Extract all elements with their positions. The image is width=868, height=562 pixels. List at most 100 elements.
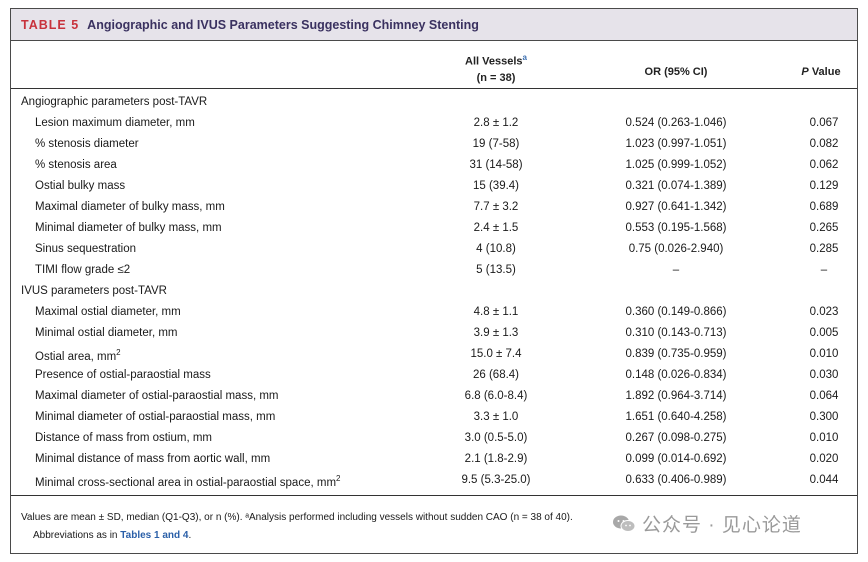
table-row: Ostial bulky mass 15 (39.4) 0.321 (0.074-1… xyxy=(11,177,857,198)
cell-p-value: 0.062 xyxy=(809,159,839,171)
cell-or: 1.023 (0.997-1.051) xyxy=(625,138,727,150)
table-row: Presence of ostial-paraostial mass 26 (68… xyxy=(11,366,857,387)
cell-vessels: 31 (14-58) xyxy=(469,159,523,171)
cell-or: 0.927 (0.641-1.342) xyxy=(625,201,727,213)
row-label: Sinus sequestration xyxy=(35,243,137,255)
cell-p-value: 0.265 xyxy=(809,222,839,234)
cell-vessels: 6.8 (6.0-8.4) xyxy=(464,390,528,402)
tables-link[interactable]: Tables 1 and 4 xyxy=(120,530,189,541)
cell-p-value: 0.023 xyxy=(809,306,839,318)
section-label: IVUS parameters post-TAVR xyxy=(21,285,167,297)
cell-or: 1.651 (0.640-4.258) xyxy=(625,411,727,423)
cell-or: – xyxy=(672,264,680,276)
section-heading-row: Angiographic parameters post-TAVR xyxy=(11,93,857,114)
cell-or: 0.524 (0.263-1.046) xyxy=(625,117,727,129)
footnote-line-1: Values are mean ± SD, median (Q1-Q3), or… xyxy=(21,512,573,523)
cell-p-value: 0.030 xyxy=(809,369,839,381)
cell-vessels: 15.0 ± 7.4 xyxy=(470,348,522,360)
table-title-bar: TABLE 5 Angiographic and IVUS Parameters… xyxy=(11,9,857,41)
cell-or: 0.321 (0.074-1.389) xyxy=(625,180,727,192)
cell-vessels: 3.3 ± 1.0 xyxy=(473,411,519,423)
cell-vessels: 19 (7-58) xyxy=(472,138,520,150)
table-row: % stenosis diameter 19 (7-58) 1.023 (0.997… xyxy=(11,135,857,156)
cell-or: 0.839 (0.735-0.959) xyxy=(625,348,727,360)
cell-vessels: 9.5 (5.3-25.0) xyxy=(461,474,531,486)
cell-or: 1.025 (0.999-1.052) xyxy=(625,159,727,171)
cell-vessels: 15 (39.4) xyxy=(472,180,520,192)
table-row: Distance of mass from ostium, mm 3.0 (0.5… xyxy=(11,429,857,450)
header-or: OR (95% CI) xyxy=(644,66,708,78)
table-row: Maximal diameter of ostial-paraostial ma… xyxy=(11,387,857,408)
row-label: Minimal distance of mass from aortic wal… xyxy=(35,453,271,465)
table-row: Sinus sequestration 4 (10.8) 0.75 (0.026-2… xyxy=(11,240,857,261)
table-row: Minimal distance of mass from aortic wal… xyxy=(11,450,857,471)
cell-vessels: 26 (68.4) xyxy=(472,369,520,381)
row-label: Minimal diameter of bulky mass, mm xyxy=(35,222,222,234)
cell-vessels: 4.8 ± 1.1 xyxy=(473,306,519,318)
cell-p-value: 0.082 xyxy=(809,138,839,150)
cell-p-value: 0.044 xyxy=(809,474,839,486)
cell-p-value: – xyxy=(820,264,828,276)
cell-p-value: 0.285 xyxy=(809,243,839,255)
table-row: % stenosis area 31 (14-58) 1.025 (0.999-1.… xyxy=(11,156,857,177)
wechat-logo-icon xyxy=(612,514,636,534)
footnote-line-2: Abbreviations as in Tables 1 and 4. xyxy=(33,530,192,541)
table-row: Lesion maximum diameter, mm 2.8 ± 1.2 0.52… xyxy=(11,114,857,135)
cell-p-value: 0.689 xyxy=(809,201,839,213)
table-row: Minimal diameter of bulky mass, mm 2.4 ± … xyxy=(11,219,857,240)
table-bottom-rule xyxy=(11,495,857,496)
row-label: Minimal cross-sectional area in ostial-p… xyxy=(35,474,341,489)
cell-vessels: 2.8 ± 1.2 xyxy=(473,117,519,129)
cell-p-value: 0.300 xyxy=(809,411,839,423)
cell-p-value: 0.010 xyxy=(809,432,839,444)
row-label: Maximal ostial diameter, mm xyxy=(35,306,181,318)
row-label: % stenosis area xyxy=(35,159,117,171)
cell-p-value: 0.005 xyxy=(809,327,839,339)
cell-or: 0.148 (0.026-0.834) xyxy=(625,369,727,381)
section-label: Angiographic parameters post-TAVR xyxy=(21,96,208,108)
table-frame: TABLE 5 Angiographic and IVUS Parameters… xyxy=(10,8,858,554)
cell-or: 0.099 (0.014-0.692) xyxy=(625,453,727,465)
table-row: Minimal ostial diameter, mm 3.9 ± 1.3 0.31… xyxy=(11,324,857,345)
row-label: TIMI flow grade ≤2 xyxy=(35,264,131,276)
table-number: TABLE 5 xyxy=(21,17,80,32)
cell-vessels: 3.0 (0.5-5.0) xyxy=(464,432,528,444)
table-footnote: Values are mean ± SD, median (Q1-Q3), or… xyxy=(21,509,851,545)
table-title: Angiographic and IVUS Parameters Suggest… xyxy=(87,17,479,32)
cell-vessels: 4 (10.8) xyxy=(476,243,516,255)
row-label: Distance of mass from ostium, mm xyxy=(35,432,213,444)
row-label: Ostial area, mm2 xyxy=(35,348,121,363)
table-row: Maximal ostial diameter, mm 4.8 ± 1.1 0.36… xyxy=(11,303,857,324)
cell-or: 0.360 (0.149-0.866) xyxy=(625,306,727,318)
row-label: Maximal diameter of ostial-paraostial ma… xyxy=(35,390,279,402)
header-all-vessels: All Vesselsa (n = 38) xyxy=(465,53,527,84)
table-header: All Vesselsa (n = 38) OR (95% CI) P Valu… xyxy=(11,41,857,89)
row-label: Minimal diameter of ostial-paraostial ma… xyxy=(35,411,276,423)
row-label: Maximal diameter of bulky mass, mm xyxy=(35,201,225,213)
cell-vessels: 5 (13.5) xyxy=(476,264,516,276)
table-row: Maximal diameter of bulky mass, mm 7.7 ± … xyxy=(11,198,857,219)
cell-vessels: 7.7 ± 3.2 xyxy=(473,201,519,213)
table-row: Minimal diameter of ostial-paraostial ma… xyxy=(11,408,857,429)
watermark: 公众号 · 见心论道 xyxy=(612,510,802,537)
cell-or: 0.553 (0.195-1.568) xyxy=(625,222,727,234)
cell-vessels: 2.4 ± 1.5 xyxy=(473,222,519,234)
cell-or: 0.75 (0.026-2.940) xyxy=(628,243,724,255)
row-label: Presence of ostial-paraostial mass xyxy=(35,369,211,381)
header-p-value: P Value xyxy=(801,66,841,78)
cell-p-value: 0.010 xyxy=(809,348,839,360)
cell-p-value: 0.067 xyxy=(809,117,839,129)
table-body: Angiographic parameters post-TAVR Lesion … xyxy=(11,93,857,492)
cell-or: 0.267 (0.098-0.275) xyxy=(625,432,727,444)
cell-or: 0.633 (0.406-0.989) xyxy=(625,474,727,486)
cell-p-value: 0.129 xyxy=(809,180,839,192)
table-row: Minimal cross-sectional area in ostial-p… xyxy=(11,471,857,492)
table-row: TIMI flow grade ≤2 5 (13.5) – – xyxy=(11,261,857,282)
cell-p-value: 0.064 xyxy=(809,390,839,402)
cell-or: 1.892 (0.964-3.714) xyxy=(625,390,727,402)
section-heading-row: IVUS parameters post-TAVR xyxy=(11,282,857,303)
cell-vessels: 3.9 ± 1.3 xyxy=(473,327,519,339)
cell-or: 0.310 (0.143-0.713) xyxy=(625,327,727,339)
row-label: Minimal ostial diameter, mm xyxy=(35,327,178,339)
cell-p-value: 0.020 xyxy=(809,453,839,465)
